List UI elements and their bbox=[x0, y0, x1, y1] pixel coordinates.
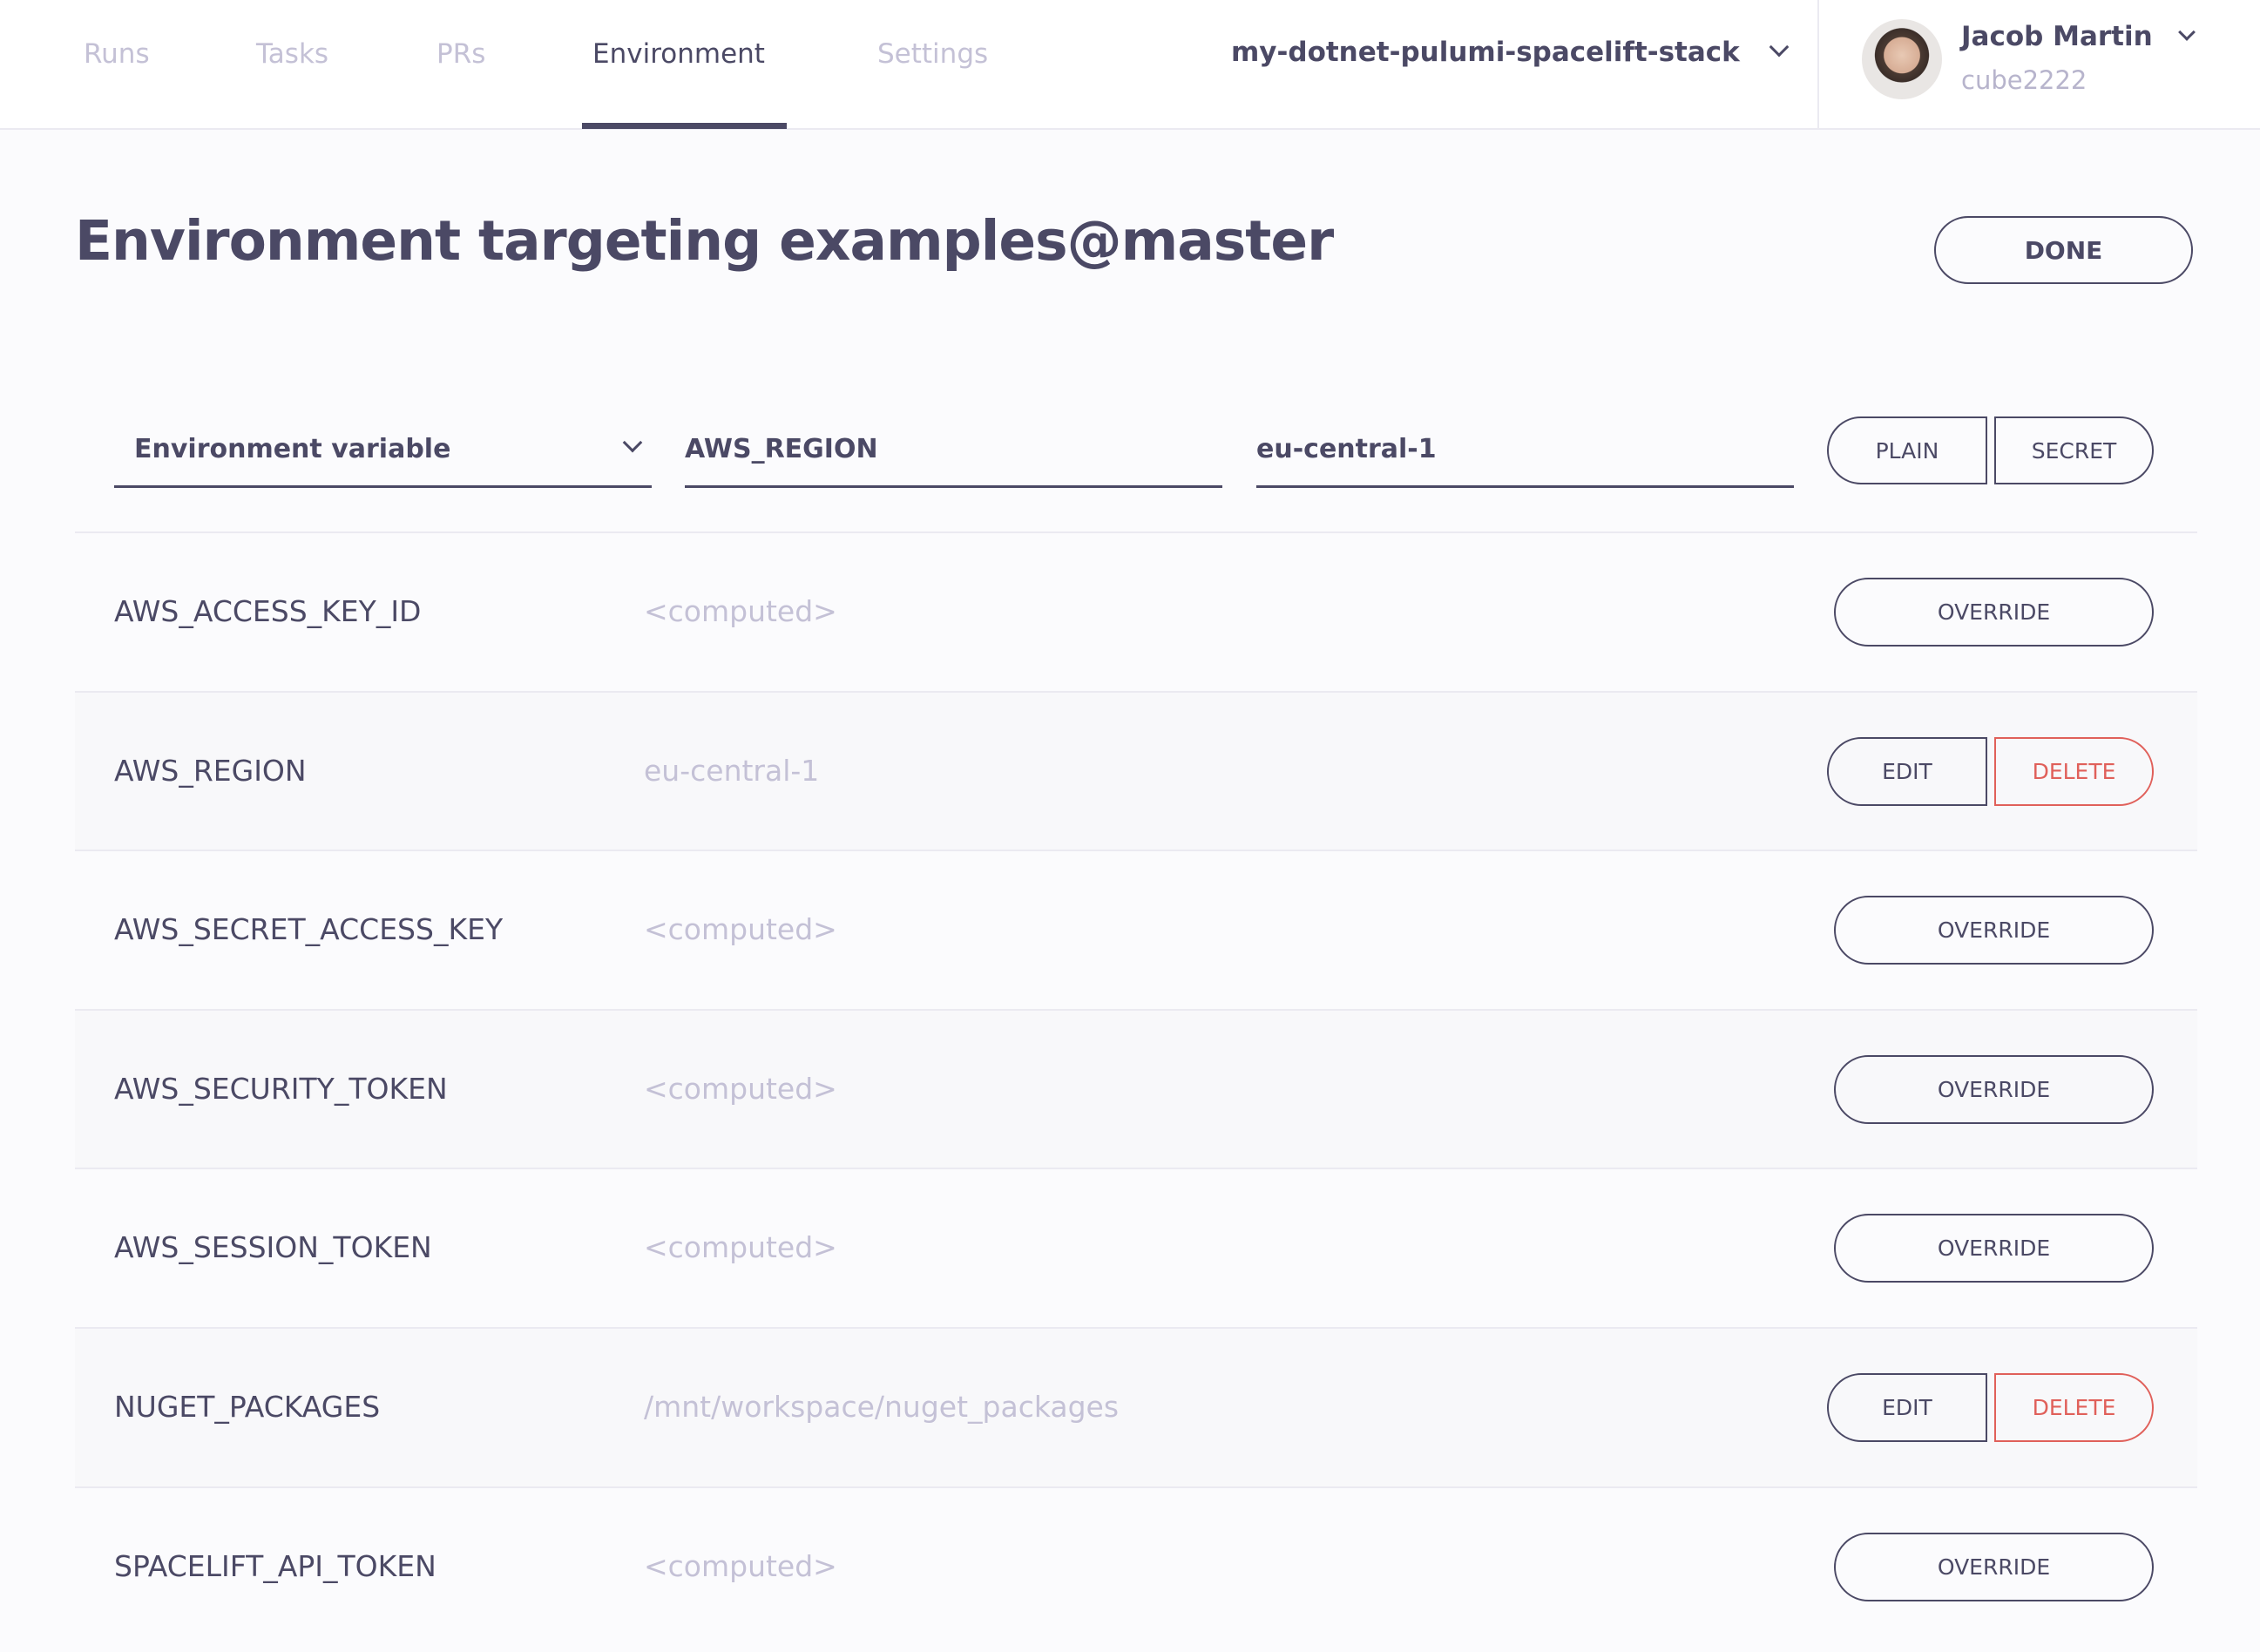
variable-value-input[interactable]: eu-central-1 bbox=[1256, 418, 1794, 488]
variable-value: <computed> bbox=[644, 594, 837, 628]
delete-button[interactable]: DELETE bbox=[1994, 736, 2154, 806]
variable-value: <computed> bbox=[644, 1071, 837, 1106]
top-nav: Runs Tasks PRs Environment Settings my-d… bbox=[0, 0, 2260, 130]
table-row: SPACELIFT_API_TOKEN <computed> OVERRIDE bbox=[75, 1486, 2197, 1646]
delete-button[interactable]: DELETE bbox=[1994, 1373, 2154, 1442]
variable-name: SPACELIFT_API_TOKEN bbox=[114, 1548, 436, 1583]
override-button[interactable]: OVERRIDE bbox=[1834, 896, 2154, 965]
override-button[interactable]: OVERRIDE bbox=[1834, 578, 2154, 647]
active-tab-indicator bbox=[582, 123, 787, 129]
chevron-down-icon bbox=[1769, 37, 1789, 58]
divider bbox=[1817, 0, 1819, 130]
edit-button[interactable]: EDIT bbox=[1827, 736, 1987, 806]
variable-name: NUGET_PACKAGES bbox=[114, 1390, 381, 1424]
variable-value: <computed> bbox=[644, 1230, 837, 1265]
user-handle: cube2222 bbox=[1961, 65, 2087, 95]
tab-settings[interactable]: Settings bbox=[877, 38, 989, 70]
variable-name-input[interactable]: AWS_REGION bbox=[685, 418, 1222, 488]
user-name: Jacob Martin bbox=[1961, 21, 2153, 52]
override-button[interactable]: OVERRIDE bbox=[1834, 1214, 2154, 1283]
variable-name: AWS_SECURITY_TOKEN bbox=[114, 1071, 448, 1106]
variable-name: AWS_SECRET_ACCESS_KEY bbox=[114, 912, 504, 947]
variable-name: AWS_ACCESS_KEY_ID bbox=[114, 594, 422, 628]
override-button[interactable]: OVERRIDE bbox=[1834, 1532, 2154, 1601]
tab-runs[interactable]: Runs bbox=[84, 38, 150, 70]
table-row: NUGET_PACKAGES /mnt/workspace/nuget_pack… bbox=[75, 1327, 2197, 1486]
variable-value: <computed> bbox=[644, 912, 837, 947]
table-row: AWS_SECURITY_TOKEN <computed> OVERRIDE bbox=[75, 1008, 2197, 1168]
table-row: AWS_SECRET_ACCESS_KEY <computed> OVERRIDE bbox=[75, 850, 2197, 1009]
stack-selector[interactable]: my-dotnet-pulumi-spacelift-stack bbox=[1231, 37, 1789, 68]
tab-environment[interactable]: Environment bbox=[592, 38, 765, 70]
edit-button[interactable]: EDIT bbox=[1827, 1373, 1987, 1442]
secret-toggle[interactable]: SECRET bbox=[1994, 416, 2154, 484]
page-title: Environment targeting examples@master bbox=[75, 209, 1334, 273]
variable-value: eu-central-1 bbox=[644, 753, 820, 788]
variable-type-value: Environment variable bbox=[134, 434, 451, 464]
user-menu[interactable]: Jacob Martin bbox=[1961, 21, 2196, 52]
tab-prs[interactable]: PRs bbox=[436, 38, 486, 70]
variable-value: /mnt/workspace/nuget_packages bbox=[644, 1390, 1120, 1424]
table-row: AWS_REGION eu-central-1 EDIT DELETE bbox=[75, 690, 2197, 850]
plain-toggle[interactable]: PLAIN bbox=[1827, 416, 1987, 484]
table-row: AWS_ACCESS_KEY_ID <computed> OVERRIDE bbox=[75, 531, 2197, 691]
stack-name: my-dotnet-pulumi-spacelift-stack bbox=[1231, 37, 1740, 68]
variable-name: AWS_REGION bbox=[114, 753, 307, 788]
table-row: AWS_SESSION_TOKEN <computed> OVERRIDE bbox=[75, 1168, 2197, 1327]
chevron-down-icon bbox=[622, 432, 643, 453]
variable-type-select[interactable]: Environment variable bbox=[114, 418, 652, 488]
done-button[interactable]: DONE bbox=[1934, 216, 2193, 284]
avatar[interactable] bbox=[1862, 19, 1942, 99]
tab-tasks[interactable]: Tasks bbox=[256, 38, 329, 70]
override-button[interactable]: OVERRIDE bbox=[1834, 1054, 2154, 1124]
chevron-down-icon bbox=[2178, 24, 2196, 41]
variable-value: <computed> bbox=[644, 1548, 837, 1583]
variable-name: AWS_SESSION_TOKEN bbox=[114, 1230, 432, 1265]
